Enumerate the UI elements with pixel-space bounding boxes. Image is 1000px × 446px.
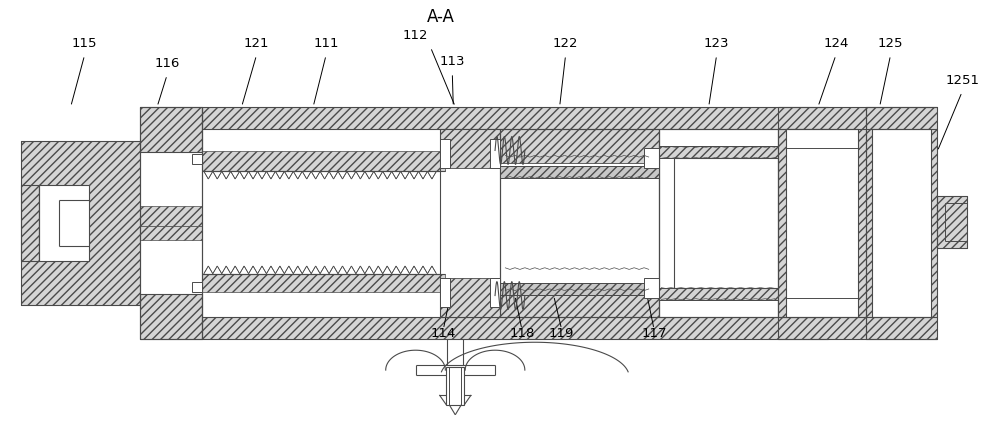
- Bar: [192, 154, 202, 165]
- Bar: [778, 107, 866, 339]
- Text: 114: 114: [431, 327, 456, 340]
- Bar: [644, 149, 659, 168]
- Bar: [202, 171, 445, 274]
- Text: 117: 117: [641, 327, 667, 340]
- Bar: [500, 128, 659, 318]
- Text: 115: 115: [72, 37, 97, 50]
- Bar: [674, 158, 778, 288]
- Bar: [500, 283, 659, 318]
- Bar: [440, 278, 450, 307]
- Text: 123: 123: [704, 37, 729, 50]
- Bar: [140, 293, 202, 339]
- Bar: [937, 196, 967, 248]
- Bar: [140, 107, 202, 339]
- Bar: [140, 107, 202, 153]
- Text: 119: 119: [549, 327, 574, 340]
- Bar: [500, 283, 659, 294]
- Bar: [440, 278, 500, 318]
- Bar: [192, 281, 202, 292]
- Text: 116: 116: [154, 57, 180, 70]
- Text: 124: 124: [823, 37, 849, 50]
- Text: 112: 112: [403, 29, 428, 42]
- Text: A-A: A-A: [426, 8, 454, 26]
- Bar: [202, 107, 828, 128]
- Text: 121: 121: [244, 37, 269, 50]
- Text: 122: 122: [553, 37, 578, 50]
- Bar: [21, 185, 39, 261]
- Bar: [937, 196, 967, 248]
- Bar: [140, 293, 202, 339]
- Bar: [21, 185, 39, 261]
- Bar: [446, 367, 464, 405]
- Bar: [202, 152, 445, 171]
- Bar: [39, 190, 59, 256]
- Bar: [866, 107, 937, 339]
- Bar: [440, 139, 450, 168]
- Bar: [440, 128, 500, 168]
- Bar: [866, 107, 937, 339]
- Bar: [140, 226, 202, 240]
- Bar: [490, 278, 500, 307]
- Bar: [644, 278, 659, 297]
- Bar: [490, 139, 500, 168]
- Bar: [500, 166, 659, 178]
- Bar: [440, 128, 500, 318]
- Text: 125: 125: [878, 37, 903, 50]
- Bar: [659, 128, 778, 318]
- Bar: [140, 107, 202, 153]
- Text: 111: 111: [313, 37, 339, 50]
- Text: 118: 118: [509, 327, 535, 340]
- Bar: [21, 140, 140, 306]
- Bar: [659, 146, 778, 158]
- Bar: [659, 288, 778, 300]
- Bar: [21, 140, 140, 306]
- Text: 113: 113: [440, 55, 465, 68]
- Text: 1251: 1251: [945, 74, 979, 87]
- Bar: [500, 128, 659, 163]
- Bar: [505, 178, 654, 283]
- Bar: [872, 128, 931, 318]
- Bar: [39, 185, 89, 261]
- Bar: [202, 274, 445, 292]
- Bar: [778, 107, 866, 339]
- Bar: [786, 128, 858, 318]
- Bar: [202, 318, 828, 339]
- Bar: [140, 206, 202, 226]
